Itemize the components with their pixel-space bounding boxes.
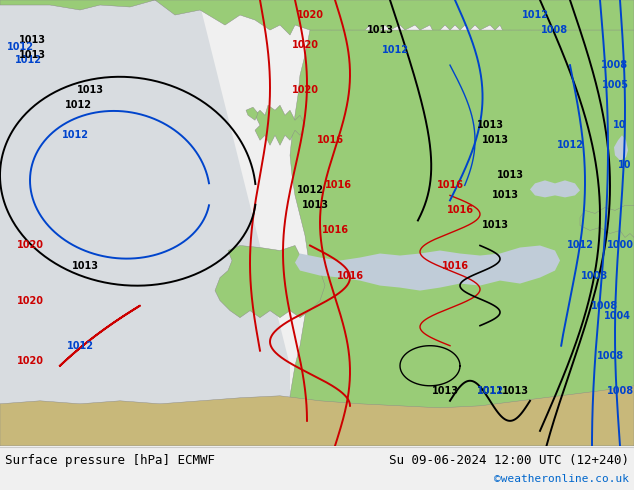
Text: 1008: 1008 xyxy=(592,301,619,311)
Polygon shape xyxy=(0,386,634,446)
Text: 1013: 1013 xyxy=(18,35,46,45)
Text: 1012: 1012 xyxy=(567,241,593,250)
Polygon shape xyxy=(0,0,290,446)
Text: 1013: 1013 xyxy=(501,386,529,396)
Text: 1020: 1020 xyxy=(16,356,44,366)
Polygon shape xyxy=(0,0,634,45)
Text: 1012: 1012 xyxy=(65,100,91,110)
Text: 1013: 1013 xyxy=(366,25,394,35)
Text: 1008: 1008 xyxy=(602,60,628,70)
Text: 1013: 1013 xyxy=(72,261,98,270)
Text: 1012: 1012 xyxy=(61,130,89,140)
Text: ©weatheronline.co.uk: ©weatheronline.co.uk xyxy=(494,474,629,485)
Text: 1013: 1013 xyxy=(496,171,524,180)
Text: 1011: 1011 xyxy=(477,386,503,396)
Text: 1020: 1020 xyxy=(16,295,44,306)
Text: 10: 10 xyxy=(613,120,627,130)
Text: 1020: 1020 xyxy=(297,10,323,20)
Text: 1005: 1005 xyxy=(602,80,628,90)
Text: 1008: 1008 xyxy=(607,386,633,396)
Text: 1016: 1016 xyxy=(337,270,363,281)
Text: 1008: 1008 xyxy=(541,25,569,35)
Text: 1012: 1012 xyxy=(6,42,34,52)
Polygon shape xyxy=(295,245,560,291)
Text: 1008: 1008 xyxy=(581,270,609,281)
Text: 1013: 1013 xyxy=(481,135,508,145)
Text: 1012: 1012 xyxy=(67,341,93,351)
Text: 1013: 1013 xyxy=(481,220,508,230)
Polygon shape xyxy=(580,205,634,238)
Text: 1013: 1013 xyxy=(77,85,103,95)
Polygon shape xyxy=(255,105,305,146)
Text: 1016: 1016 xyxy=(325,180,351,191)
Text: 1016: 1016 xyxy=(441,261,469,270)
Text: 1012: 1012 xyxy=(557,140,583,150)
Text: 1020: 1020 xyxy=(292,40,318,50)
Text: 1012: 1012 xyxy=(477,386,503,396)
Text: 1013: 1013 xyxy=(432,386,458,396)
Text: 1020: 1020 xyxy=(16,241,44,250)
Text: Surface pressure [hPa] ECMWF: Surface pressure [hPa] ECMWF xyxy=(5,454,215,467)
Text: 1016: 1016 xyxy=(316,135,344,145)
Text: 10: 10 xyxy=(618,160,631,171)
Text: 1012: 1012 xyxy=(522,10,548,20)
Text: 1008: 1008 xyxy=(597,351,624,361)
Text: 1012: 1012 xyxy=(382,45,408,55)
Text: 1013: 1013 xyxy=(491,191,519,200)
Polygon shape xyxy=(246,107,258,120)
Polygon shape xyxy=(290,30,634,446)
Text: 1000: 1000 xyxy=(607,241,633,250)
Polygon shape xyxy=(530,180,580,197)
Text: 1016: 1016 xyxy=(321,225,349,236)
Text: 1013: 1013 xyxy=(477,120,503,130)
Text: 1012: 1012 xyxy=(297,185,323,196)
Polygon shape xyxy=(215,245,325,318)
Text: 1016: 1016 xyxy=(446,205,474,216)
Text: 1013: 1013 xyxy=(18,50,46,60)
Text: 1016: 1016 xyxy=(436,180,463,191)
Polygon shape xyxy=(614,135,628,160)
Text: Su 09-06-2024 12:00 UTC (12+240): Su 09-06-2024 12:00 UTC (12+240) xyxy=(389,454,629,467)
Text: 1013: 1013 xyxy=(302,200,328,210)
Text: 1012: 1012 xyxy=(15,55,41,65)
Text: 1004: 1004 xyxy=(604,311,630,320)
Text: 1020: 1020 xyxy=(292,85,318,95)
